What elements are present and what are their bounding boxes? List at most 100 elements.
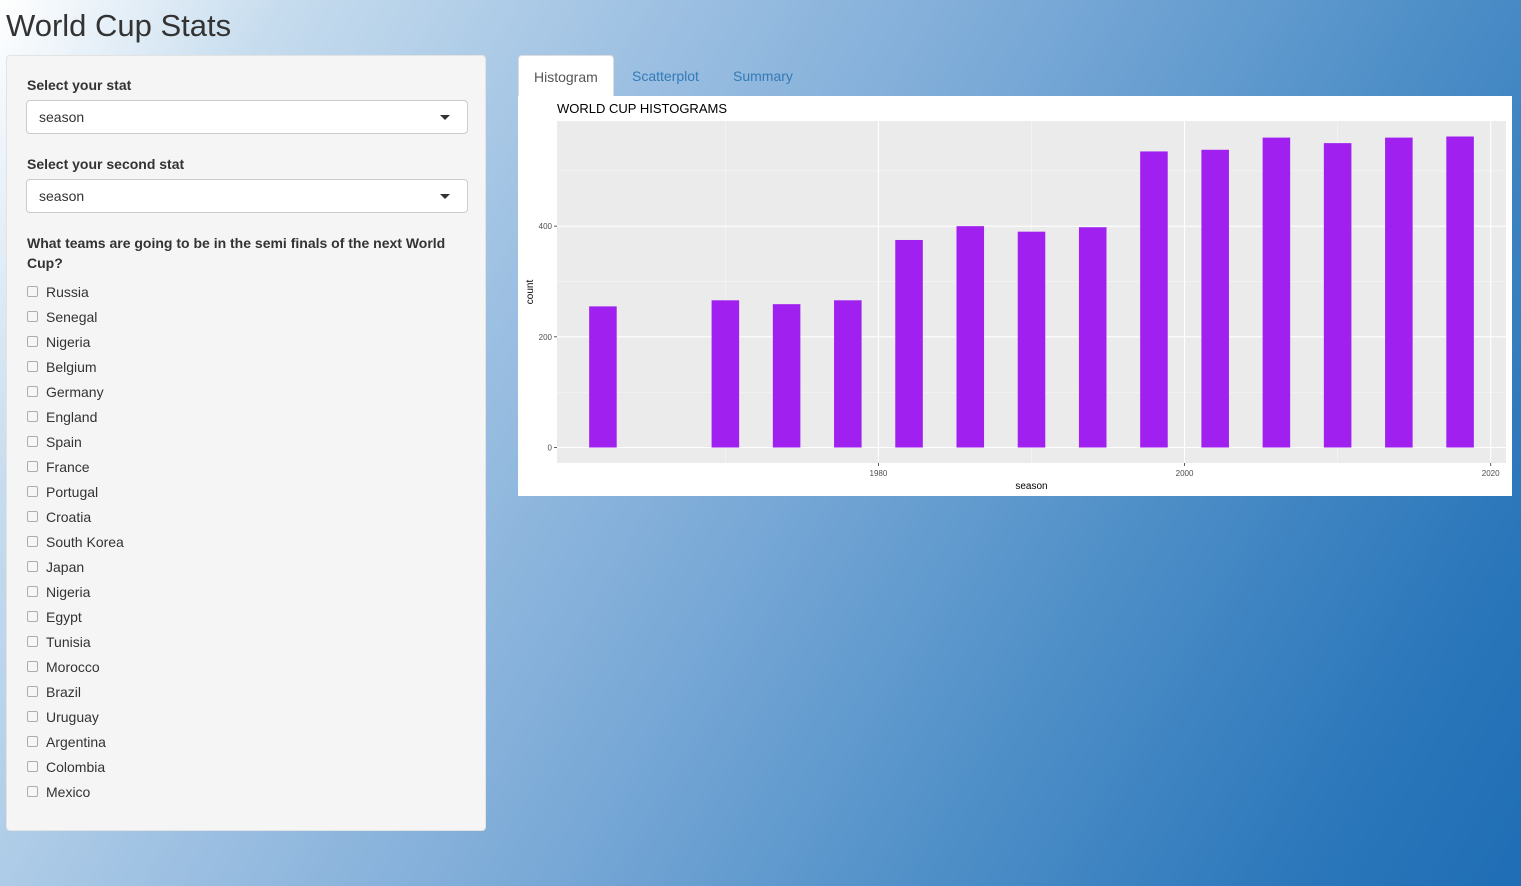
histogram-bar [1017,231,1046,448]
team-label: Nigeria [46,583,91,600]
x-tick-label: 2020 [1482,469,1500,478]
team-checkbox[interactable] [27,311,38,322]
semi-finals-question: What teams are going to be in the semi f… [27,235,446,271]
histogram-bar [1262,137,1291,448]
team-checkbox[interactable] [27,361,38,372]
team-label: Mexico [46,783,91,800]
team-label: Germany [46,383,104,400]
team-option[interactable]: Russia [27,279,124,304]
y-axis-title: count [525,280,536,305]
x-tick-label: 1980 [870,469,888,478]
page-title: World Cup Stats [6,8,232,43]
team-checkbox[interactable] [27,386,38,397]
team-label: Belgium [46,358,97,375]
team-option[interactable]: Japan [27,554,124,579]
team-label: Nigeria [46,333,91,350]
team-checkbox[interactable] [27,511,38,522]
team-option[interactable]: England [27,404,124,429]
team-label: Russia [46,283,89,300]
tab-scatterplot[interactable]: Scatterplot [632,68,699,84]
team-option[interactable]: Nigeria [27,579,124,604]
team-option[interactable]: Mexico [27,779,124,804]
histogram-bar [834,300,862,448]
team-checkbox[interactable] [27,411,38,422]
team-option[interactable]: Morocco [27,654,124,679]
histogram-bar [1385,137,1413,448]
team-option[interactable]: Belgium [27,354,124,379]
team-label: Colombia [46,758,106,775]
team-option[interactable]: Nigeria [27,329,124,354]
histogram-chart: 0 200 400 1980 2000 2020 season count WORLD CUP … [525,101,1506,492]
team-checkbox[interactable] [27,586,38,597]
sidebar-panel: Select your stat season Select your seco… [6,55,486,831]
team-checkbox[interactable] [27,561,38,572]
team-checkbox[interactable] [27,711,38,722]
team-label: Brazil [46,683,82,700]
team-checkbox[interactable] [27,436,38,447]
x-tick-label: 2000 [1176,469,1194,478]
team-label: Argentina [46,733,106,750]
team-checkbox[interactable] [27,336,38,347]
team-option[interactable]: Tunisia [27,629,124,654]
team-option[interactable]: Germany [27,379,124,404]
x-axis-title: season [1015,481,1047,492]
team-checkbox[interactable] [27,611,38,622]
team-label: Morocco [46,658,100,675]
team-option[interactable]: Senegal [27,304,124,329]
histogram-bar [1078,227,1107,448]
team-label: South Korea [46,533,124,550]
histogram-bar [956,226,985,448]
team-checkbox[interactable] [27,536,38,547]
chevron-down-icon [440,194,450,199]
team-checkbox[interactable] [27,486,38,497]
team-label: Uruguay [46,708,99,725]
histogram-plot: 0 200 400 1980 2000 2020 season count WORLD CUP … [518,96,1512,496]
histogram-bar [1446,136,1474,448]
stat-select[interactable]: season [26,100,468,134]
team-checkbox[interactable] [27,736,38,747]
team-checkbox[interactable] [27,761,38,772]
chart-title: WORLD CUP HISTOGRAMS [557,101,727,116]
histogram-bar [1140,151,1168,448]
team-label: Tunisia [46,633,91,650]
histogram-bar [1323,143,1352,448]
team-label: Senegal [46,308,98,325]
team-checkbox[interactable] [27,661,38,672]
y-tick-label: 0 [548,444,553,453]
team-option[interactable]: Portugal [27,479,124,504]
team-checkbox[interactable] [27,686,38,697]
stat-select-label: Select your stat [27,77,132,93]
team-option[interactable]: Colombia [27,754,124,779]
histogram-bar [772,304,801,448]
team-option[interactable]: Uruguay [27,704,124,729]
tab-summary[interactable]: Summary [733,68,793,84]
team-label: Croatia [46,508,92,525]
team-option[interactable]: Argentina [27,729,124,754]
second-stat-select-label: Select your second stat [27,156,185,172]
team-label: Japan [46,558,85,575]
y-tick-label: 200 [539,333,553,342]
team-option[interactable]: Egypt [27,604,124,629]
tab-histogram[interactable]: Histogram [518,55,614,97]
stat-select-value: season [39,109,85,125]
histogram-bar [895,239,923,448]
team-checkbox[interactable] [27,636,38,647]
team-option[interactable]: Spain [27,429,124,454]
team-option[interactable]: France [27,454,124,479]
team-checkbox[interactable] [27,786,38,797]
team-option[interactable]: Brazil [27,679,124,704]
y-tick-label: 400 [539,222,553,231]
team-label: Spain [46,433,82,450]
team-checkbox[interactable] [27,286,38,297]
team-checkbox-group: Russia Senegal Nigeria Belgium Germany Englan… [27,279,124,804]
chevron-down-icon [440,115,450,120]
second-stat-select[interactable]: season [26,179,468,213]
team-label: England [46,408,98,425]
team-option[interactable]: Croatia [27,504,124,529]
team-label: Portugal [46,483,99,500]
team-option[interactable]: South Korea [27,529,124,554]
histogram-bar [1201,149,1229,448]
histogram-bar [711,300,740,448]
team-checkbox[interactable] [27,461,38,472]
second-stat-select-value: season [39,188,85,204]
